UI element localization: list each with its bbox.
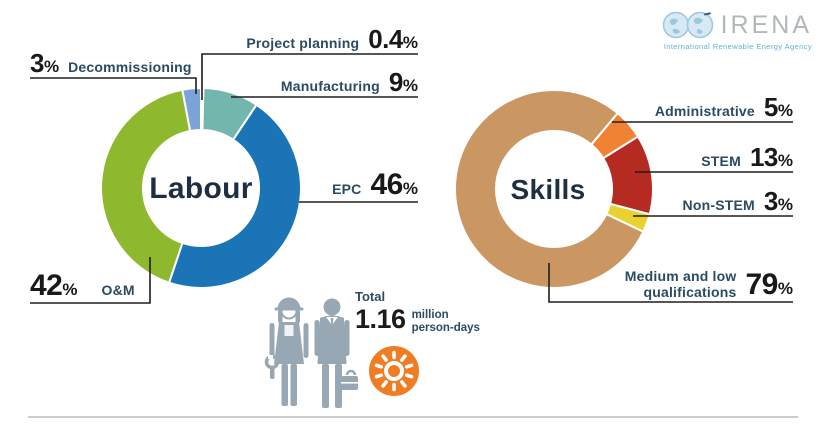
segment-epc: [168, 103, 302, 289]
segment-label: Medium and low qualifications: [624, 267, 737, 300]
segment-medium-and-low-qualifications: [454, 89, 645, 289]
engineer-icon: [264, 297, 309, 406]
callout-decommissioning: 3% Decommissioning: [30, 50, 192, 76]
callout-non-stem: Non-STEM 3%: [683, 188, 793, 214]
segment-value: 46: [370, 168, 404, 201]
callout-epc: EPC 46%: [332, 170, 418, 200]
skills-donut-chart: [454, 89, 654, 289]
labour-donut-chart: [100, 86, 302, 289]
segment-label: Administrative: [654, 103, 755, 119]
sun-rays: [374, 350, 414, 392]
segment-label: Non-STEM: [682, 197, 755, 213]
segment-label: Decommissioning: [68, 59, 192, 75]
globe-icon: [662, 11, 713, 39]
percent-sign: %: [402, 33, 418, 52]
callout-manufacturing: Manufacturing 9%: [281, 69, 418, 95]
logo-acronym: IRENA: [720, 10, 812, 39]
segment-label: STEM: [701, 153, 741, 169]
percent-sign: %: [777, 195, 793, 214]
segment-value: 9: [388, 67, 403, 97]
sun-icon: [369, 346, 419, 396]
callout-project-planning: Project planning 0.4%: [246, 26, 418, 52]
callout-stem: STEM 13%: [701, 144, 793, 170]
segment-value: 0.4: [368, 24, 403, 54]
percent-sign: %: [777, 151, 793, 170]
segment-value: 13: [749, 142, 778, 172]
segment-value: 5: [763, 92, 778, 122]
percent-sign: %: [43, 57, 60, 76]
total-value: 1.16: [355, 304, 406, 334]
segment-value: 3: [763, 186, 778, 216]
callout-medium-low: Medium and low qualifications 79%: [609, 267, 793, 301]
bottom-divider: [28, 416, 798, 418]
percent-sign: %: [777, 101, 793, 120]
businessman-icon: [314, 298, 358, 408]
segment-label: Project planning: [246, 35, 360, 51]
worker-icons: [264, 297, 358, 408]
percent-sign: %: [402, 179, 418, 198]
total-units: million person-days: [412, 306, 480, 334]
irena-logo: IRENA International Renewable Energy Age…: [642, 9, 812, 51]
labour-chart-title: Labour: [149, 172, 253, 205]
segment-label: Manufacturing: [280, 78, 380, 94]
callout-om: 42% O&M: [30, 271, 135, 301]
callout-administrative: Administrative 5%: [655, 94, 793, 120]
total-annotation: Total 1.16 million person-days: [355, 290, 480, 334]
segment-value: 42: [30, 269, 63, 302]
skills-chart-title: Skills: [510, 174, 586, 205]
segment-value: 3: [30, 48, 44, 78]
segment-label: EPC: [332, 181, 362, 197]
percent-sign: %: [402, 76, 418, 95]
segment-label: O&M: [101, 282, 135, 298]
logo-subtitle: International Renewable Energy Agency: [663, 42, 812, 51]
total-unit-line2: person-days: [411, 321, 480, 334]
total-unit-line1: million: [411, 309, 449, 321]
total-label: Total: [355, 289, 386, 304]
percent-sign: %: [777, 279, 793, 298]
segment-value: 79: [745, 268, 779, 301]
percent-sign: %: [62, 280, 78, 299]
